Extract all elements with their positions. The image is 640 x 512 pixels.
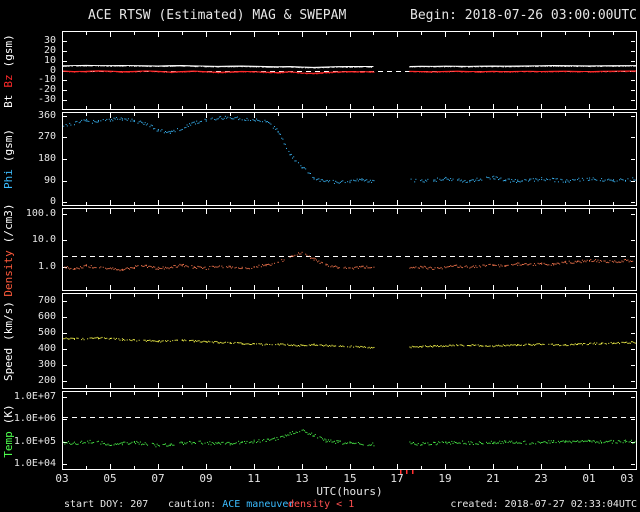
x-tick-label: 23 (534, 472, 548, 485)
y-tick-label: 180 (37, 153, 56, 164)
y-tick-label: 270 (37, 131, 56, 142)
y-tick-label: 400 (37, 343, 56, 354)
y-tick-label: 20 (43, 45, 56, 56)
y-tick-label: 200 (37, 375, 56, 386)
y-tick-label: 30 (43, 35, 56, 46)
y-tick-label: 360 (37, 110, 56, 121)
x-tick-label: 13 (295, 472, 309, 485)
x-tick-label: 11 (247, 472, 261, 485)
y-tick-label: 10.0 (31, 234, 56, 245)
y-tick-label: 1.0E+07 (13, 391, 56, 402)
x-tick-label: 15 (343, 472, 357, 485)
y-tick-label: 0 (49, 196, 56, 207)
x-tick-label: 17 (390, 472, 404, 485)
x-tick-label: 01 (582, 472, 596, 485)
y-tick-label: 1.0E+06 (13, 413, 56, 424)
caution-label: caution: (168, 499, 217, 510)
y-tick-label: 700 (37, 295, 56, 306)
begin-timestamp: Begin: 2018-07-26 03:00:00UTC (410, 8, 637, 23)
x-tick-label: 03 (620, 472, 634, 485)
x-tick-label: 21 (486, 472, 500, 485)
plot-title: ACE RTSW (Estimated) MAG & SWEPAM (88, 8, 347, 23)
y-tick-label: 1.0E+04 (13, 458, 56, 469)
caution-note: caution: ACE maneuver (168, 499, 294, 510)
y-tick-label: 1.0 (37, 261, 56, 272)
y-tick-label: 10 (43, 55, 56, 66)
density-warning: density < 1 (288, 499, 355, 510)
x-tick-label: 19 (438, 472, 452, 485)
start-doy: start DOY: 207 (64, 499, 149, 510)
x-tick-label: 07 (151, 472, 165, 485)
y-tick-label: 0 (49, 65, 56, 76)
x-tick-label: 09 (199, 472, 213, 485)
created-timestamp: created: 2018-07-27 02:33:04UTC (450, 499, 637, 510)
x-tick-label: 05 (103, 472, 117, 485)
y-tick-label: -30 (37, 94, 56, 105)
y-tick-label: 500 (37, 327, 56, 338)
y-tick-label: -20 (37, 84, 56, 95)
y-tick-label: 1.0E+05 (13, 436, 56, 447)
x-axis-title: UTC(hours) (316, 485, 383, 498)
y-tick-label: 90 (43, 175, 56, 186)
y-tick-label: 300 (37, 359, 56, 370)
y-tick-label: 100.0 (25, 208, 56, 219)
y-tick-label: 600 (37, 311, 56, 322)
caution-value: ACE maneuver (222, 499, 295, 510)
y-tick-label: -10 (37, 74, 56, 85)
x-tick-label: 03 (55, 472, 69, 485)
